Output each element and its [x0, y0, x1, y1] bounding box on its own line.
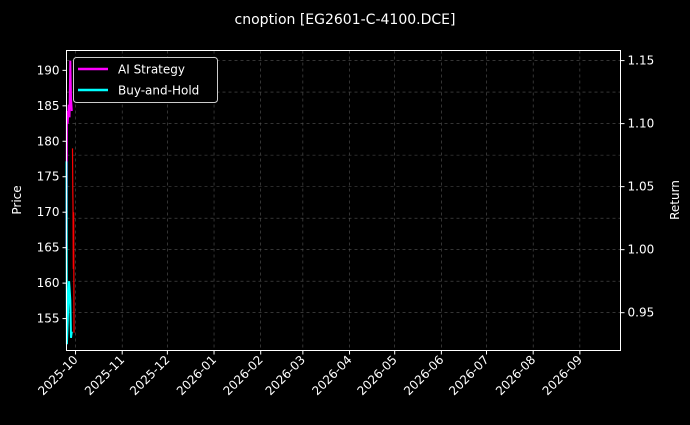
y-left-tick-label: 190 [37, 63, 60, 77]
y-right-tick-label: 1.15 [628, 54, 655, 68]
x-axis: 2025-10 2025-11 2025-12 2026-01 2026-022026-… [35, 350, 585, 398]
y-axis-left-label: Price [10, 185, 24, 214]
y-right-tick-label: 1.10 [628, 117, 655, 131]
y-axis-left: 155 160 165 170 175 180 185 190 [37, 63, 67, 326]
y-left-tick-label: 160 [37, 276, 60, 290]
x-tick-label: 2026-09 [540, 353, 585, 398]
series-line-buy-and-hold [65, 161, 73, 345]
y-left-tick-label: 180 [37, 134, 60, 148]
y-axis-right: 0.95 1.00 1.05 1.10 1.15 [620, 54, 655, 320]
x-tick-label: 2026-04 [309, 353, 354, 398]
series-line-price [71, 148, 75, 333]
legend-box [73, 57, 218, 103]
y-left-tick-label: 155 [37, 312, 60, 326]
y-left-tick-label: 165 [37, 241, 60, 255]
series-line-ai-strategy [65, 60, 73, 250]
x-tick-label: 2026-02 [220, 353, 265, 398]
legend-label-buy-and-hold: Buy-and-Hold [118, 84, 199, 98]
y-right-tick-label: 1.00 [628, 243, 655, 257]
y-right-tick-label: 0.95 [628, 306, 655, 320]
x-tick-label: 2026-01 [174, 353, 219, 398]
chart-title: cnoption [EG2601-C-4100.DCE] [235, 12, 456, 28]
legend: AI Strategy Buy-and-Hold [73, 57, 218, 103]
x-tick-label: 2025-11 [82, 353, 127, 398]
legend-label-ai-strategy: AI Strategy [118, 63, 185, 77]
y-left-tick-label: 175 [37, 170, 60, 184]
y-axis-right-label: Return [668, 180, 682, 220]
x-tick-label: 2026-07 [446, 353, 491, 398]
y-right-tick-label: 1.05 [628, 180, 655, 194]
series-layer [65, 60, 75, 345]
x-tick-label: 2026-03 [263, 353, 308, 398]
x-tick-label: 2026-06 [401, 353, 446, 398]
y-left-tick-label: 170 [37, 205, 60, 219]
x-tick-label: 2026-05 [354, 353, 399, 398]
x-tick-label: 2025-12 [127, 353, 172, 398]
y-left-tick-label: 185 [37, 99, 60, 113]
plot-frame [66, 50, 621, 351]
x-tick-label: 2025-10 [35, 353, 80, 398]
x-tick-label: 2026-08 [493, 353, 538, 398]
